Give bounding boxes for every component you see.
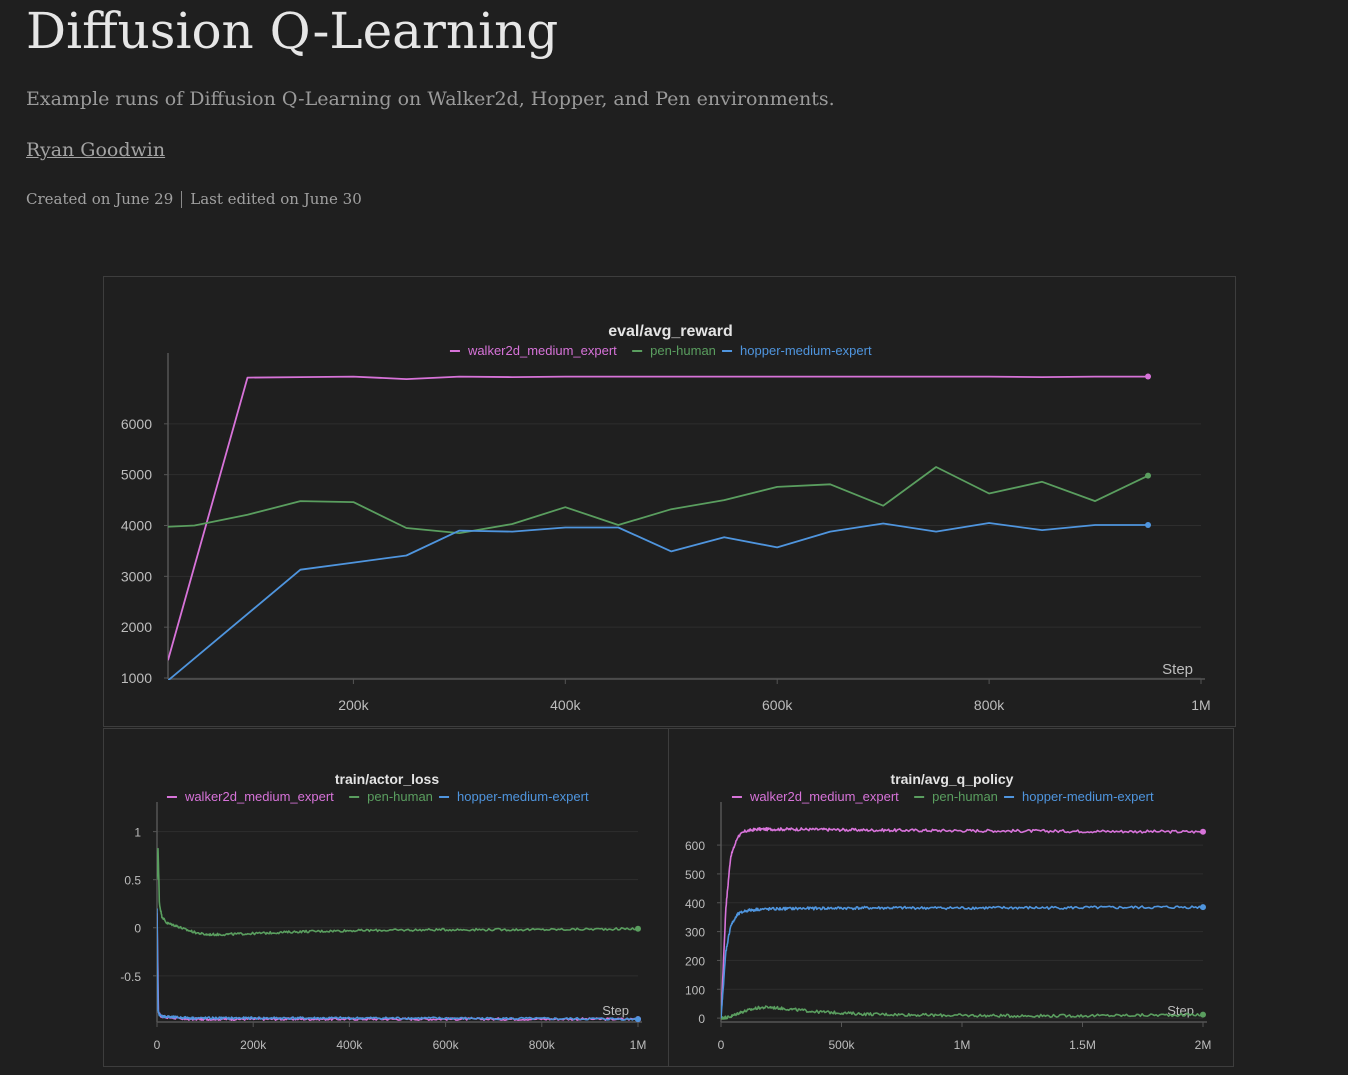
y-tick-label: 6000 [121, 416, 152, 432]
x-tick-label: 500k [828, 1038, 855, 1052]
series-end-point-hopper-medium-expert [635, 1016, 641, 1023]
x-tick-label: 600k [433, 1038, 460, 1052]
legend-item-hopper-medium-expert[interactable]: hopper-medium-expert [1004, 789, 1154, 804]
x-tick-label: 1M [954, 1038, 971, 1052]
legend-item-hopper-medium-expert[interactable]: hopper-medium-expert [439, 789, 589, 804]
chart-title: train/avg_q_policy [891, 771, 1014, 787]
legend-label: pen-human [650, 343, 716, 358]
chart-legend: walker2d_medium_expert pen-human hopper-me… [449, 343, 872, 358]
chart-title: eval/avg_reward [608, 323, 733, 340]
y-tick-label: -0.5 [120, 970, 141, 984]
legend-item-walker2d-medium-expert[interactable]: walker2d_medium_expert [166, 789, 334, 804]
x-tick-label: 0 [718, 1038, 725, 1052]
legend-label: pen-human [367, 789, 433, 804]
series-line-pen-human [721, 1005, 1204, 1020]
y-tick-label: 1000 [121, 670, 152, 686]
series-line-pen-human [168, 466, 1149, 534]
series-line-pen-human [157, 847, 639, 937]
legend-item-pen-human[interactable]: pen-human [914, 789, 998, 804]
series-end-point-pen-human [635, 925, 641, 932]
x-tick-label: 1M [630, 1038, 647, 1052]
series-line-walker2d-medium-expert [721, 827, 1204, 1019]
legend-item-walker2d-medium-expert[interactable]: walker2d_medium_expert [449, 343, 617, 358]
created-date: Created on June 29 [26, 190, 174, 208]
x-axis-title: Step [1162, 661, 1193, 678]
y-tick-label: 500 [685, 868, 705, 882]
series-line-hopper-medium-expert [721, 905, 1204, 1019]
x-tick-label: 1M [1191, 697, 1210, 713]
legend-item-pen-human[interactable]: pen-human [632, 343, 716, 358]
x-tick-label: 800k [529, 1038, 556, 1052]
x-tick-label: 2M [1195, 1038, 1212, 1052]
legend-label: hopper-medium-expert [740, 343, 872, 358]
series-line-hopper-medium-expert [157, 908, 639, 1021]
legend-label: hopper-medium-expert [1022, 789, 1154, 804]
series-end-point-pen-human [1145, 472, 1152, 479]
y-tick-label: 4000 [121, 518, 152, 534]
y-tick-label: 300 [685, 926, 705, 940]
y-tick-label: 400 [685, 897, 705, 911]
series-line-walker2d-medium-expert [168, 375, 1148, 661]
legend-item-walker2d-medium-expert[interactable]: walker2d_medium_expert [731, 789, 899, 804]
y-tick-label: 3000 [121, 568, 152, 584]
y-tick-label: 2000 [121, 619, 152, 635]
chart-legend: walker2d_medium_expert pen-human hopper-me… [731, 789, 1154, 804]
y-tick-label: 600 [685, 839, 705, 853]
report-title: Diffusion Q-Learning [26, 2, 559, 60]
x-tick-label: 400k [550, 697, 581, 713]
series-end-point-hopper-medium-expert [1200, 904, 1206, 911]
author-link[interactable]: Ryan Goodwin [26, 139, 166, 161]
avg-q-policy-chart[interactable]: train/avg_q_policy walker2d_medium_expert… [669, 729, 1235, 1068]
y-tick-label: 0 [134, 922, 141, 936]
edited-date: Last edited on June 30 [190, 190, 362, 208]
x-tick-label: 400k [336, 1038, 363, 1052]
chart-panel-avg-q-policy[interactable]: train/avg_q_policy walker2d_medium_expert… [668, 728, 1234, 1067]
legend-label: walker2d_medium_expert [467, 343, 617, 358]
series-line-hopper-medium-expert [168, 522, 1148, 680]
chart-legend: walker2d_medium_expert pen-human hopper-me… [166, 789, 589, 804]
series-end-point-hopper-medium-expert [1145, 521, 1152, 528]
legend-item-hopper-medium-expert[interactable]: hopper-medium-expert [722, 343, 872, 358]
x-tick-label: 0 [154, 1038, 161, 1052]
x-tick-label: 1.5M [1069, 1038, 1096, 1052]
x-tick-label: 800k [974, 697, 1005, 713]
x-axis-title: Step [602, 1003, 629, 1018]
legend-label: hopper-medium-expert [457, 789, 589, 804]
y-tick-label: 1 [134, 826, 141, 840]
meta-divider [181, 190, 183, 208]
y-tick-label: 200 [685, 954, 705, 968]
eval-avg-reward-chart[interactable]: eval/avg_reward walker2d_medium_expert pen… [104, 277, 1237, 728]
chart-panel-actor-loss[interactable]: train/actor_loss walker2d_medium_expert pe… [103, 728, 669, 1067]
legend-label: walker2d_medium_expert [749, 789, 899, 804]
series-end-point-walker2d-medium-expert [1145, 373, 1152, 380]
x-tick-label: 200k [240, 1038, 267, 1052]
y-tick-label: 100 [685, 983, 705, 997]
chart-title: train/actor_loss [335, 771, 439, 787]
series-end-point-walker2d-medium-expert [1200, 828, 1206, 835]
x-tick-label: 200k [338, 697, 369, 713]
y-tick-label: 5000 [121, 467, 152, 483]
series-end-point-pen-human [1200, 1011, 1206, 1018]
x-tick-label: 600k [762, 697, 793, 713]
y-tick-label: 0 [698, 1012, 705, 1026]
report-meta: Created on June 29 Last edited on June 3… [26, 190, 362, 208]
legend-label: pen-human [932, 789, 998, 804]
legend-item-pen-human[interactable]: pen-human [349, 789, 433, 804]
report-description: Example runs of Diffusion Q-Learning on … [26, 88, 835, 110]
y-tick-label: 0.5 [124, 874, 141, 888]
legend-label: walker2d_medium_expert [184, 789, 334, 804]
chart-panel-eval-avg-reward[interactable]: eval/avg_reward walker2d_medium_expert pen… [103, 276, 1236, 727]
